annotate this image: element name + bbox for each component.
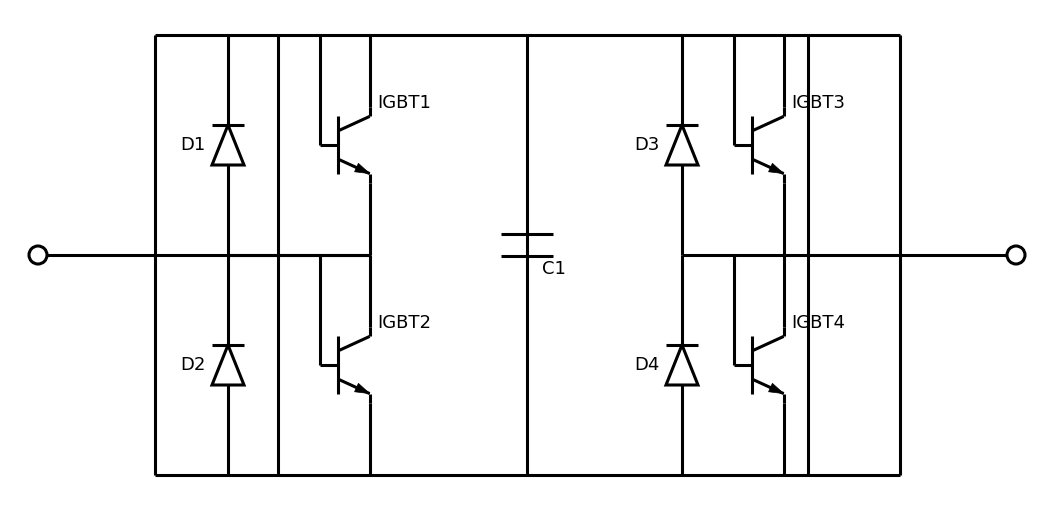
Text: D4: D4 bbox=[635, 356, 660, 374]
Text: D2: D2 bbox=[180, 356, 206, 374]
Text: C1: C1 bbox=[542, 260, 566, 278]
Text: IGBT2: IGBT2 bbox=[377, 314, 432, 332]
Text: IGBT3: IGBT3 bbox=[792, 94, 845, 112]
Polygon shape bbox=[354, 383, 370, 393]
Text: D3: D3 bbox=[635, 136, 660, 154]
Polygon shape bbox=[212, 125, 243, 165]
Polygon shape bbox=[768, 163, 784, 173]
Polygon shape bbox=[666, 125, 698, 165]
Text: IGBT1: IGBT1 bbox=[377, 94, 431, 112]
Polygon shape bbox=[666, 345, 698, 385]
Text: D1: D1 bbox=[180, 136, 206, 154]
Polygon shape bbox=[768, 383, 784, 393]
Polygon shape bbox=[354, 163, 370, 173]
Polygon shape bbox=[212, 345, 243, 385]
Text: IGBT4: IGBT4 bbox=[792, 314, 845, 332]
